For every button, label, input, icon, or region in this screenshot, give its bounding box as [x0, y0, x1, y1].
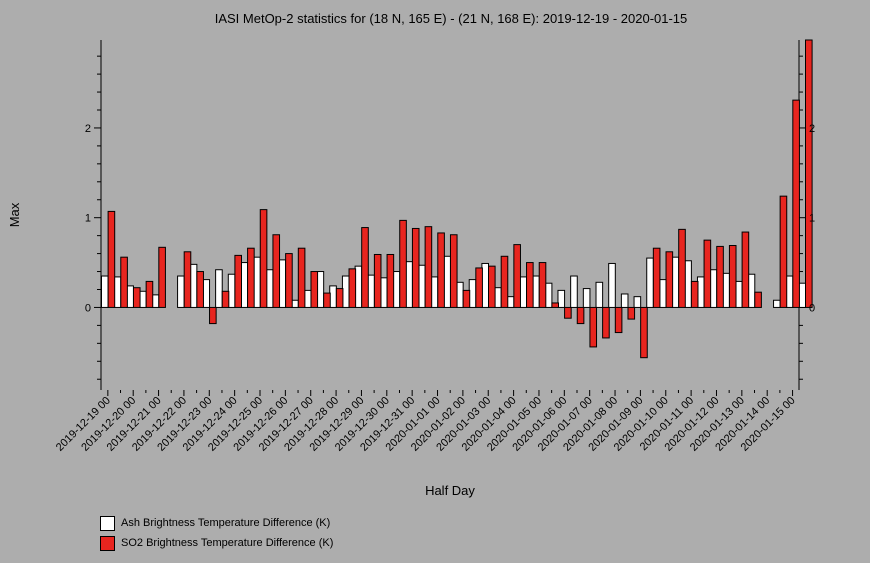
- so2-bar: [513, 244, 521, 308]
- y-tick-label-left: 1: [85, 213, 91, 225]
- legend-swatch-ash: [100, 515, 115, 531]
- so2-bar: [652, 247, 661, 308]
- so2-bar: [145, 280, 154, 308]
- so2-bar: [716, 245, 724, 308]
- so2-bar: [386, 253, 395, 308]
- so2-bar: [310, 271, 319, 308]
- so2-bar: [576, 306, 585, 325]
- so2-bar: [741, 231, 750, 308]
- so2-bar: [285, 253, 293, 308]
- so2-bar: [221, 290, 230, 308]
- so2-bar: [589, 306, 598, 348]
- so2-bar: [132, 287, 141, 308]
- ash-bar: [595, 281, 604, 308]
- so2-bar: [183, 251, 192, 308]
- so2-bar: [234, 254, 242, 308]
- so2-bar: [158, 246, 166, 308]
- y-tick-label-right: 0: [809, 302, 815, 314]
- bars: [101, 39, 813, 359]
- ash-bar: [215, 269, 223, 308]
- so2-bar: [120, 256, 128, 308]
- so2-bar: [335, 288, 344, 308]
- so2-bar: [272, 234, 281, 308]
- y-tick-label-right: 1: [809, 213, 815, 225]
- ash-bar: [646, 257, 654, 308]
- so2-bar: [792, 99, 800, 308]
- y-tick-label-right: 2: [809, 123, 815, 135]
- so2-bar: [449, 234, 458, 308]
- y-tick-label-left: 2: [85, 123, 91, 135]
- so2-bar: [703, 239, 712, 308]
- so2-bar: [373, 253, 382, 308]
- so2-bar: [462, 289, 471, 308]
- so2-bar: [627, 306, 636, 320]
- y-axis-label: Max: [7, 202, 22, 227]
- chart-title: IASI MetOp-2 statistics for (18 N, 165 E…: [215, 11, 688, 26]
- so2-bar: [538, 262, 547, 308]
- so2-bar: [107, 210, 116, 308]
- so2-bar: [614, 306, 623, 334]
- ash-bar: [101, 275, 109, 308]
- so2-bar: [348, 268, 357, 308]
- ash-bar: [633, 296, 642, 308]
- ash-bar: [570, 275, 578, 308]
- so2-bar: [779, 195, 788, 308]
- so2-bar: [602, 306, 610, 339]
- ash-bar: [620, 293, 629, 308]
- so2-bar: [690, 280, 699, 308]
- ash-bar: [608, 262, 616, 308]
- so2-bar: [297, 247, 306, 308]
- so2-bar: [488, 265, 496, 308]
- so2-bar: [564, 306, 572, 319]
- so2-bar: [551, 302, 560, 308]
- so2-bar: [424, 226, 433, 308]
- legend-label-so2: SO2 Brightness Temperature Difference (K…: [121, 537, 334, 549]
- x-axis-label: Half Day: [425, 483, 475, 498]
- so2-bar: [526, 262, 534, 308]
- so2-bar: [196, 271, 204, 308]
- so2-bar: [475, 267, 483, 308]
- so2-bar: [411, 227, 420, 308]
- so2-bar: [399, 219, 407, 308]
- legend: Ash Brightness Temperature Difference (K…: [100, 513, 333, 553]
- so2-bar: [500, 255, 509, 308]
- so2-bar: [805, 39, 813, 308]
- so2-bar: [209, 306, 217, 325]
- so2-bar: [437, 232, 445, 308]
- so2-bar: [665, 251, 674, 308]
- legend-swatch-so2: [100, 535, 115, 551]
- legend-item-so2: SO2 Brightness Temperature Difference (K…: [100, 533, 333, 553]
- so2-bar: [259, 209, 268, 308]
- so2-bar: [247, 247, 255, 308]
- ash-bar: [582, 288, 591, 308]
- ash-bar: [557, 289, 566, 308]
- legend-item-ash: Ash Brightness Temperature Difference (K…: [100, 513, 333, 533]
- so2-bar: [678, 228, 686, 308]
- ash-bar: [773, 299, 781, 308]
- so2-bar: [361, 227, 369, 308]
- y-tick-label-left: 0: [85, 302, 91, 314]
- so2-bar: [640, 306, 648, 359]
- so2-bar: [323, 292, 331, 308]
- legend-label-ash: Ash Brightness Temperature Difference (K…: [121, 517, 331, 529]
- so2-bar: [728, 245, 737, 308]
- ash-bar: [177, 275, 185, 308]
- axes: [94, 40, 806, 396]
- so2-bar: [754, 291, 762, 308]
